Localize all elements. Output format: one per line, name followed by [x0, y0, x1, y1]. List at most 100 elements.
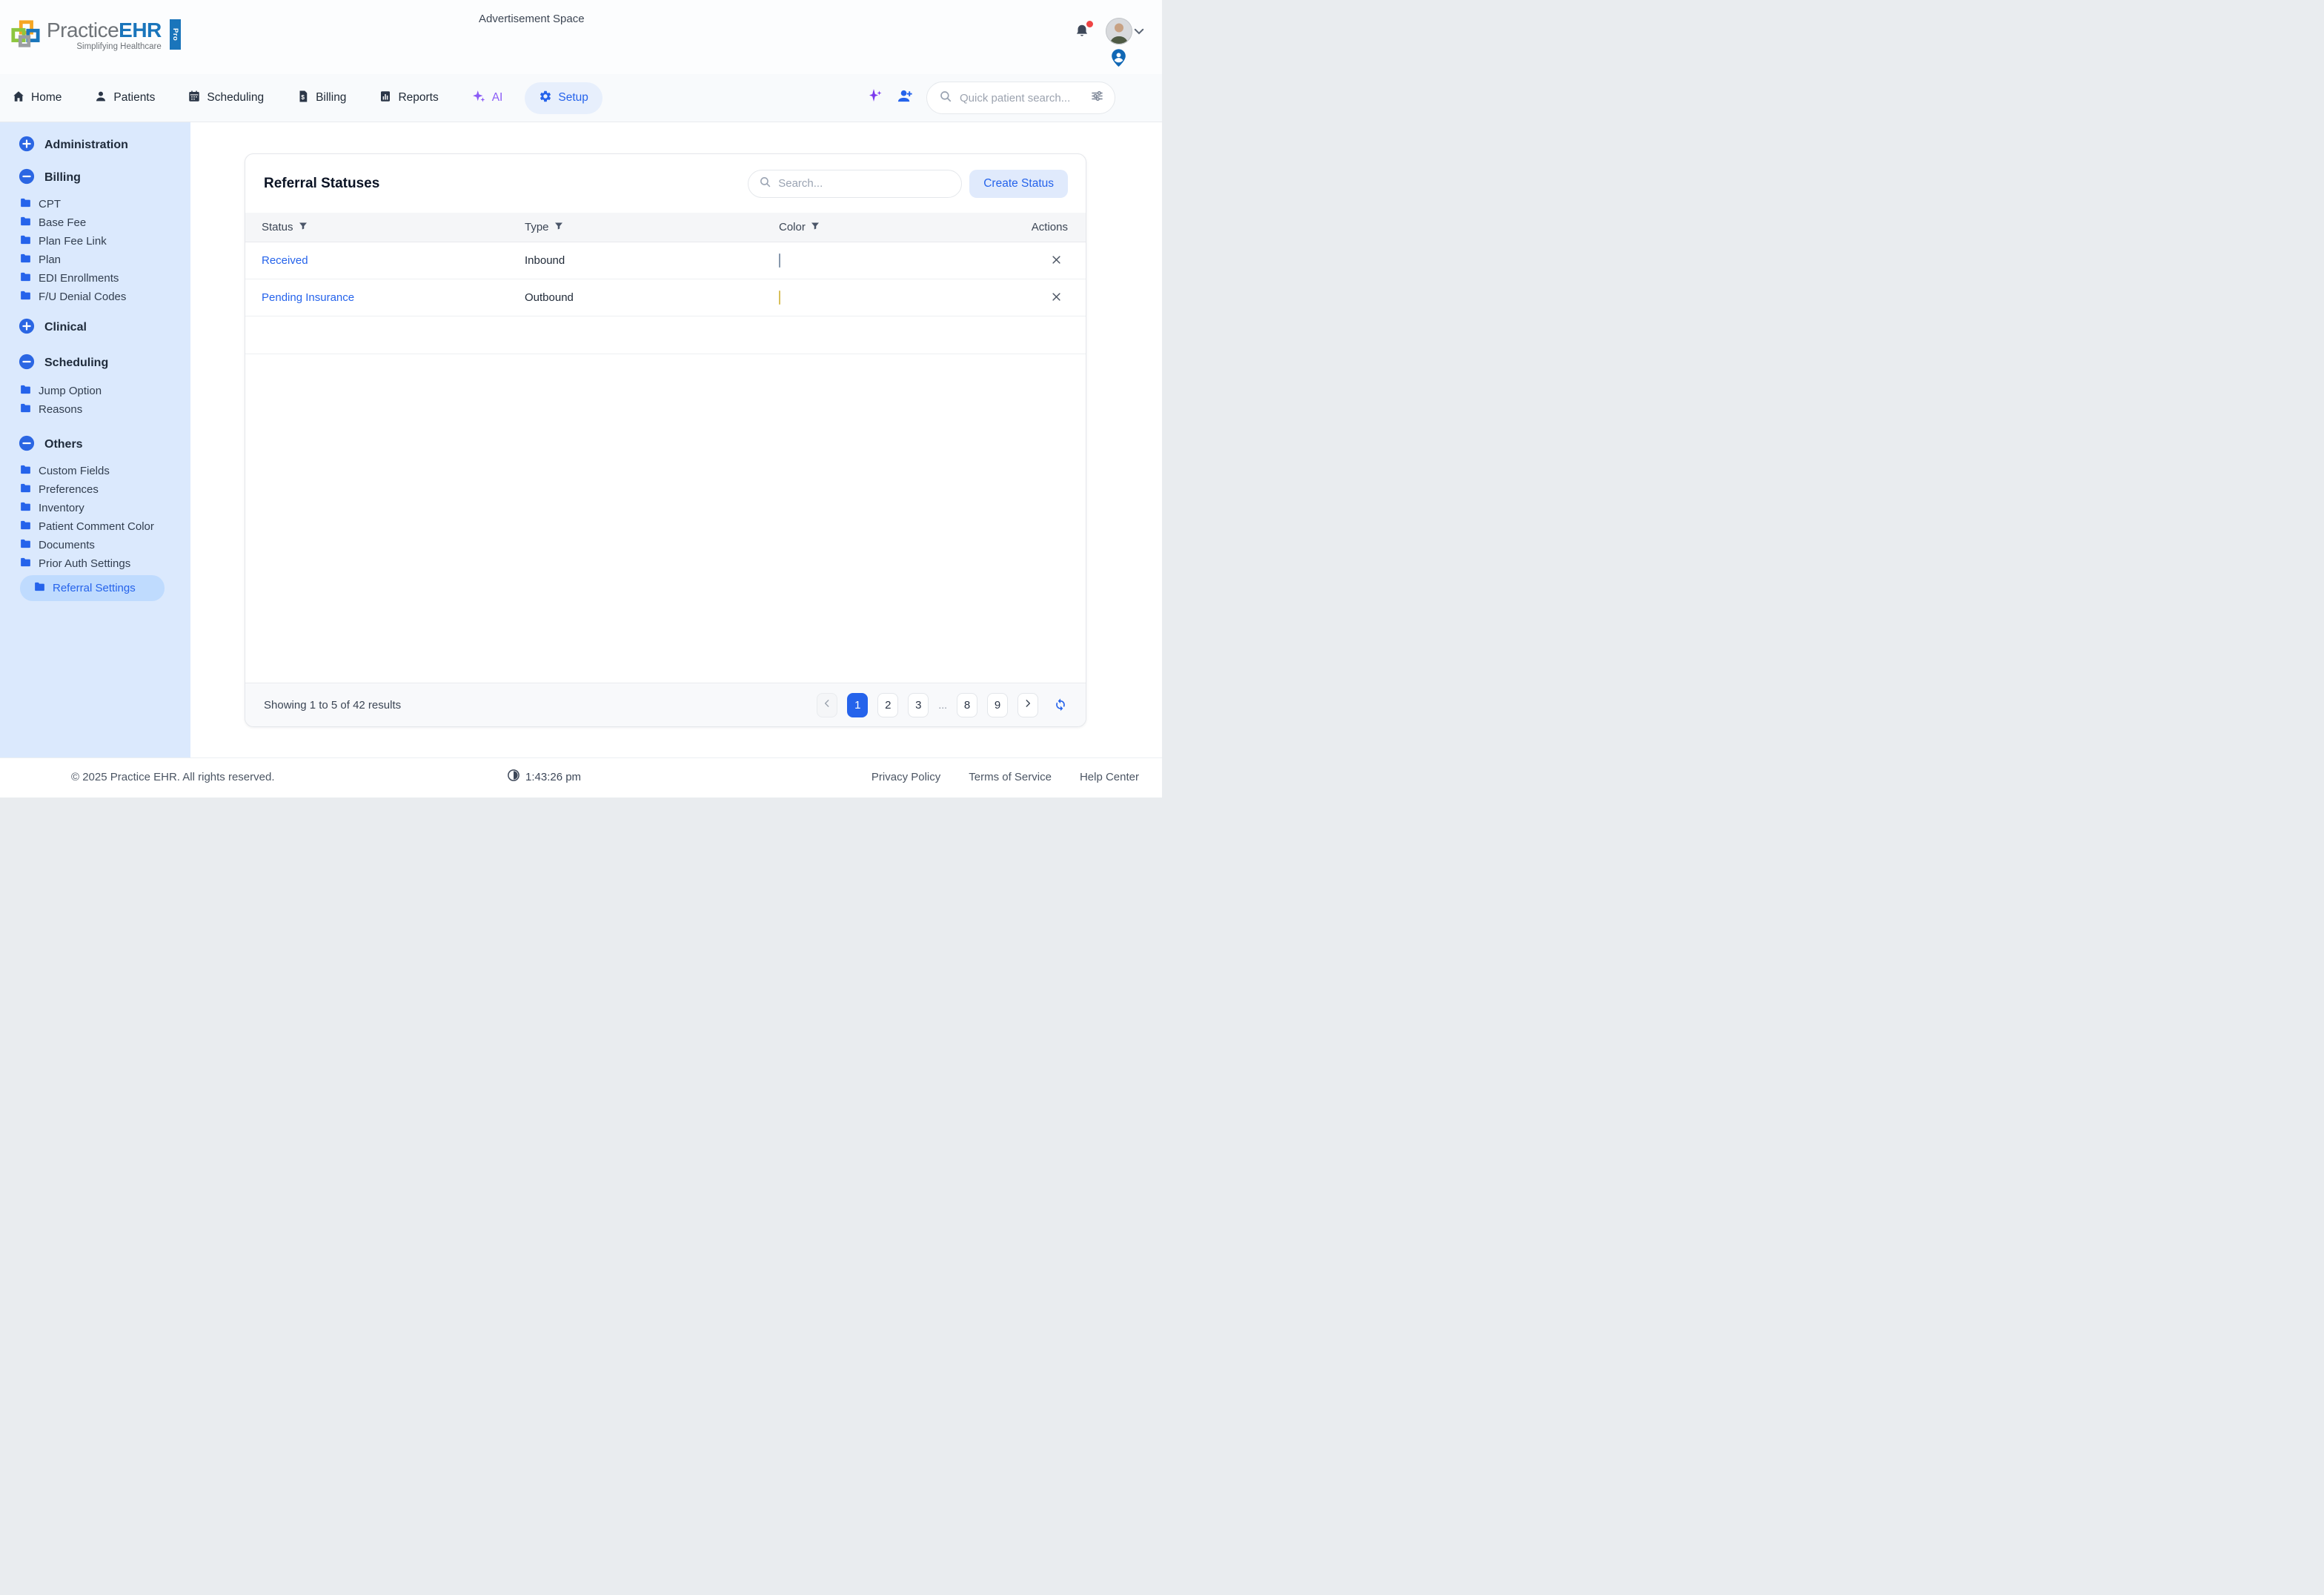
- sidebar-item-documents[interactable]: Documents: [0, 536, 190, 554]
- previous-page-button[interactable]: [817, 693, 837, 717]
- nav-item-ai[interactable]: AI: [471, 89, 503, 107]
- nav-item-scheduling[interactable]: Scheduling: [187, 90, 264, 107]
- copyright-text: © 2025 Practice EHR. All rights reserved…: [71, 771, 275, 783]
- nav-item-reports[interactable]: Reports: [379, 90, 438, 107]
- table-search: [748, 170, 962, 198]
- sidebar-item-prior-auth-settings[interactable]: Prior Auth Settings: [0, 554, 190, 572]
- page-button-8[interactable]: 8: [957, 693, 977, 717]
- folder-icon: [19, 537, 32, 553]
- close-x-icon: [1051, 291, 1062, 305]
- color-swatch: [779, 253, 780, 268]
- calendar-icon: [187, 90, 201, 107]
- folder-icon: [19, 463, 32, 479]
- filter-funnel-icon[interactable]: [299, 221, 308, 233]
- time-text: 1:43:26 pm: [525, 771, 581, 783]
- pro-badge: Pro: [170, 19, 181, 50]
- sidebar-item-jump-option[interactable]: Jump Option: [0, 382, 190, 399]
- search-filter-sliders-icon[interactable]: [1090, 89, 1104, 107]
- user-menu-chevron-down-icon[interactable]: [1132, 24, 1146, 42]
- ai-sparkle-icon: [471, 89, 486, 107]
- terms-of-service-link[interactable]: Terms of Service: [969, 771, 1052, 783]
- main-content-area: Referral Statuses Create Status Status: [190, 122, 1162, 757]
- close-x-icon: [1051, 254, 1062, 268]
- plus-circle-icon: [19, 136, 35, 156]
- quick-patient-search-input[interactable]: [960, 92, 1083, 105]
- pager: 1 2 3 ... 8 9: [817, 693, 1068, 717]
- sidebar-section-scheduling[interactable]: Scheduling: [0, 354, 190, 372]
- privacy-policy-link[interactable]: Privacy Policy: [872, 771, 940, 783]
- search-icon: [939, 90, 952, 107]
- status-link-pending-insurance[interactable]: Pending Insurance: [262, 291, 354, 304]
- sidebar-item-edi-enrollments[interactable]: EDI Enrollments: [0, 269, 190, 287]
- create-status-button[interactable]: Create Status: [969, 170, 1068, 198]
- filter-funnel-icon[interactable]: [811, 221, 820, 233]
- nav-item-setup-active[interactable]: Setup: [525, 82, 602, 114]
- column-header-color: Color: [779, 221, 1009, 233]
- delete-status-button[interactable]: [1051, 254, 1062, 268]
- table-row: Received Inbound: [245, 242, 1086, 279]
- sidebar-section-others[interactable]: Others: [0, 436, 190, 454]
- sidebar-item-inventory[interactable]: Inventory: [0, 499, 190, 517]
- sidebar-item-base-fee[interactable]: Base Fee: [0, 213, 190, 231]
- results-summary: Showing 1 to 5 of 42 results: [264, 699, 401, 712]
- refresh-button[interactable]: [1053, 697, 1068, 714]
- folder-icon: [19, 252, 32, 268]
- page-button-3[interactable]: 3: [908, 693, 929, 717]
- notifications-bell-button[interactable]: [1074, 23, 1092, 42]
- user-avatar[interactable]: [1106, 18, 1132, 44]
- practice-ehr-logo[interactable]: PracticeEHR Simplifying Healthcare Pro: [10, 19, 181, 53]
- page-button-1[interactable]: 1: [847, 693, 868, 717]
- minus-circle-icon: [19, 354, 35, 374]
- brand-practice: Practice: [47, 19, 119, 42]
- refresh-icon: [1053, 697, 1068, 714]
- svg-text:$: $: [301, 94, 305, 101]
- table-header-row: Status Type Color Actions: [245, 213, 1086, 242]
- folder-icon: [19, 383, 32, 399]
- home-icon: [12, 90, 25, 107]
- folder-icon: [19, 289, 32, 305]
- type-cell: Inbound: [525, 254, 779, 267]
- folder-icon: [19, 196, 32, 212]
- sidebar-section-billing[interactable]: Billing: [0, 169, 190, 187]
- referral-statuses-card: Referral Statuses Create Status Status: [245, 153, 1086, 727]
- sidebar-item-plan[interactable]: Plan: [0, 251, 190, 268]
- location-person-pin-icon[interactable]: [1109, 47, 1129, 73]
- ai-assistant-sparkle-icon[interactable]: [866, 87, 884, 109]
- app-window: PracticeEHR Simplifying Healthcare Pro A…: [0, 0, 1162, 798]
- add-patient-icon[interactable]: [897, 87, 914, 108]
- nav-item-home[interactable]: Home: [12, 90, 62, 107]
- next-page-button[interactable]: [1017, 693, 1038, 717]
- clock-icon: [507, 769, 520, 785]
- nav-item-patients[interactable]: Patients: [94, 90, 155, 107]
- sidebar-item-fu-denial-codes[interactable]: F/U Denial Codes: [0, 288, 190, 305]
- page-button-9[interactable]: 9: [987, 693, 1008, 717]
- sidebar-item-referral-settings-active[interactable]: Referral Settings: [20, 575, 165, 601]
- chevron-right-icon: [1023, 698, 1033, 712]
- minus-circle-icon: [19, 168, 35, 188]
- pages-ellipsis: ...: [938, 699, 947, 711]
- nav-item-billing[interactable]: $ Billing: [296, 90, 346, 107]
- main-nav-bar: Home Patients Scheduling $ Billing: [0, 74, 1162, 122]
- sidebar-item-custom-fields[interactable]: Custom Fields: [0, 462, 190, 480]
- logo-text: PracticeEHR Simplifying Healthcare: [47, 19, 162, 51]
- help-center-link[interactable]: Help Center: [1080, 771, 1139, 783]
- sidebar-item-reasons[interactable]: Reasons: [0, 400, 190, 418]
- sidebar-item-plan-fee-link[interactable]: Plan Fee Link: [0, 232, 190, 250]
- plus-circle-icon: [19, 318, 35, 338]
- table-search-input[interactable]: [778, 177, 951, 190]
- sidebar-item-cpt[interactable]: CPT: [0, 195, 190, 213]
- filter-funnel-icon[interactable]: [554, 221, 563, 233]
- sidebar-item-patient-comment-color[interactable]: Patient Comment Color: [0, 517, 190, 535]
- status-link-received[interactable]: Received: [262, 254, 308, 267]
- sidebar-section-clinical[interactable]: Clinical: [0, 319, 190, 336]
- column-header-status: Status: [262, 221, 525, 233]
- page-button-2[interactable]: 2: [877, 693, 898, 717]
- sidebar-item-preferences[interactable]: Preferences: [0, 480, 190, 498]
- advertisement-space-label: Advertisement Space: [479, 13, 585, 25]
- clock-time: 1:43:26 pm: [507, 769, 581, 785]
- sidebar-section-administration[interactable]: Administration: [0, 136, 190, 154]
- table-empty-row: [245, 316, 1086, 354]
- minus-circle-icon: [19, 435, 35, 455]
- setup-sidebar: Administration Billing CPT Base Fee Plan…: [0, 122, 190, 757]
- delete-status-button[interactable]: [1051, 291, 1062, 305]
